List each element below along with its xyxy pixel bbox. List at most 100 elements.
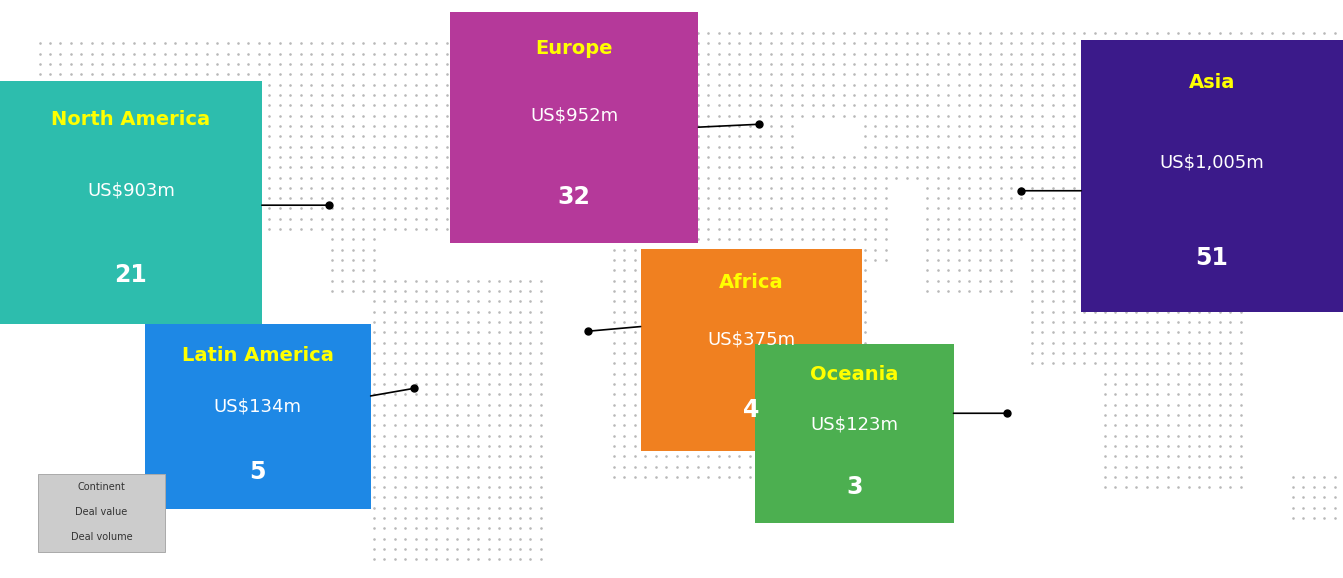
Point [1147, 183, 1168, 192]
Point [791, 462, 813, 471]
Point [1115, 369, 1136, 378]
Point [655, 390, 677, 399]
Point [332, 255, 353, 265]
Point [447, 173, 469, 182]
Point [447, 224, 469, 234]
Point [635, 390, 657, 399]
Point [1136, 462, 1158, 471]
Point [1178, 111, 1199, 120]
Point [1324, 70, 1343, 79]
Point [404, 483, 426, 492]
Point [729, 255, 751, 265]
Point [436, 121, 458, 131]
Point [269, 60, 290, 69]
Point [729, 297, 751, 306]
Point [279, 142, 301, 151]
Point [384, 451, 406, 461]
Point [489, 493, 510, 502]
Point [1324, 101, 1343, 110]
Point [373, 379, 395, 388]
Point [990, 132, 1011, 141]
Point [1199, 152, 1221, 161]
Point [1021, 173, 1042, 182]
Point [885, 49, 907, 58]
Point [1199, 297, 1221, 306]
Point [290, 224, 312, 234]
Point [1021, 245, 1042, 254]
Point [1001, 276, 1022, 286]
Point [1250, 111, 1272, 120]
Point [739, 60, 760, 69]
Point [467, 70, 489, 79]
Point [697, 266, 719, 275]
Point [624, 142, 646, 151]
Point [603, 451, 624, 461]
Point [968, 80, 990, 89]
Point [310, 60, 332, 69]
Point [791, 80, 813, 89]
Point [1189, 152, 1210, 161]
Point [290, 60, 312, 69]
Point [1053, 194, 1074, 203]
Point [1189, 235, 1210, 244]
Point [415, 173, 436, 182]
Point [833, 224, 854, 234]
Point [238, 101, 259, 110]
Point [520, 421, 541, 430]
Point [1303, 513, 1324, 523]
Point [739, 142, 760, 151]
Point [498, 369, 520, 378]
Point [1136, 338, 1158, 347]
Point [404, 121, 426, 131]
Point [771, 307, 792, 316]
Point [1021, 359, 1042, 368]
Point [1272, 111, 1293, 120]
Point [968, 287, 990, 296]
Point [1230, 483, 1252, 492]
Point [780, 80, 802, 89]
Point [1136, 183, 1158, 192]
Point [979, 235, 1001, 244]
Point [583, 18, 604, 27]
Point [395, 80, 416, 89]
Point [697, 235, 719, 244]
Point [917, 255, 939, 265]
Point [259, 173, 281, 182]
Point [1230, 111, 1252, 120]
Point [457, 349, 478, 358]
Point [1219, 441, 1241, 450]
Point [833, 152, 854, 161]
Point [635, 431, 657, 440]
Point [509, 307, 530, 316]
Point [373, 173, 395, 182]
Point [1209, 90, 1230, 99]
Point [1011, 90, 1033, 99]
Point [1001, 287, 1022, 296]
Point [1021, 39, 1042, 48]
Point [677, 111, 698, 120]
Point [520, 390, 541, 399]
Point [854, 101, 876, 110]
Point [154, 80, 176, 89]
Point [259, 224, 281, 234]
Point [310, 80, 332, 89]
Point [196, 101, 218, 110]
Point [771, 39, 792, 48]
Point [509, 328, 530, 337]
Point [677, 90, 698, 99]
Point [509, 472, 530, 481]
Point [489, 379, 510, 388]
Point [122, 90, 144, 99]
Point [1156, 80, 1178, 89]
Point [1115, 483, 1136, 492]
Point [498, 441, 520, 450]
Point [1031, 255, 1053, 265]
Point [259, 90, 281, 99]
Point [238, 121, 259, 131]
Point [426, 49, 447, 58]
Point [1209, 379, 1230, 388]
Point [551, 39, 572, 48]
Point [1001, 49, 1022, 58]
Point [719, 245, 740, 254]
Point [384, 307, 406, 316]
